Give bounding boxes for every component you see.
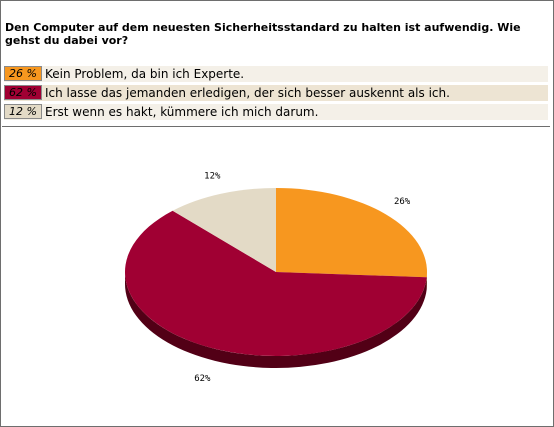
pie-labels: 26% 62% 12%	[194, 171, 411, 384]
pie-label-when-broken: 12%	[204, 171, 221, 181]
pie-label-delegate: 62%	[194, 374, 211, 384]
option-row-when-broken: 12 % Erst wenn es hakt, kümmere ich mich …	[4, 104, 548, 120]
pie-slice-when-broken	[172, 188, 276, 272]
pie-slice-expert	[276, 188, 427, 278]
option-percent-badge: 26 %	[4, 66, 42, 81]
pie-slices	[124, 188, 427, 356]
pie-slice-delegate	[124, 210, 427, 356]
option-row-expert: 26 % Kein Problem, da bin ich Experte.	[4, 66, 548, 82]
option-text: Erst wenn es hakt, kümmere ich mich daru…	[45, 105, 319, 119]
pie-sides	[125, 272, 428, 368]
option-row-delegate: 62 % Ich lasse das jemanden erledigen, de…	[4, 85, 548, 101]
option-percent-badge: 62 %	[4, 85, 42, 100]
poll-question: Den Computer auf dem neuesten Sicherheit…	[5, 21, 521, 47]
pie-label-expert: 26%	[394, 197, 411, 207]
option-text: Kein Problem, da bin ich Experte.	[45, 67, 245, 81]
option-percent-badge: 12 %	[4, 104, 42, 119]
option-text: Ich lasse das jemanden erledigen, der si…	[45, 86, 450, 100]
chart-area	[2, 126, 550, 424]
